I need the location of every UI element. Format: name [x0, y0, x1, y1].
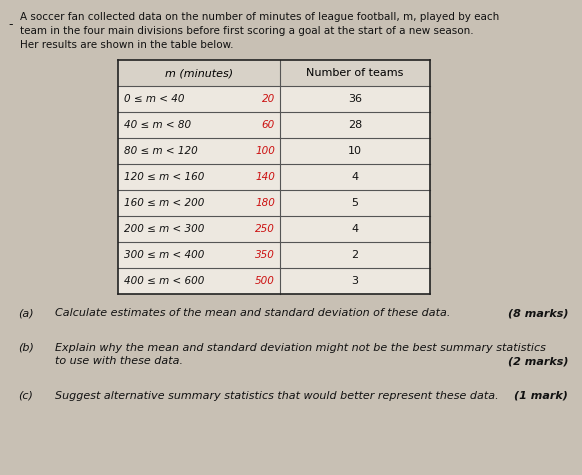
Text: to use with these data.: to use with these data. — [55, 356, 183, 366]
Text: m (minutes): m (minutes) — [165, 68, 233, 78]
Text: 40 ≤ m < 80: 40 ≤ m < 80 — [124, 120, 191, 130]
Text: 350: 350 — [255, 250, 275, 260]
Text: Her results are shown in the table below.: Her results are shown in the table below… — [20, 40, 233, 50]
Text: 200 ≤ m < 300: 200 ≤ m < 300 — [124, 224, 204, 234]
Text: 4: 4 — [352, 172, 359, 182]
Text: A soccer fan collected data on the number of minutes of league football, m, play: A soccer fan collected data on the numbe… — [20, 12, 499, 22]
Text: (a): (a) — [18, 308, 34, 318]
Text: 140: 140 — [255, 172, 275, 182]
Text: (1 mark): (1 mark) — [514, 391, 568, 401]
Text: 4: 4 — [352, 224, 359, 234]
Text: 500: 500 — [255, 276, 275, 286]
Bar — [118, 60, 430, 294]
Text: 36: 36 — [348, 94, 362, 104]
Text: 28: 28 — [348, 120, 362, 130]
Text: 300 ≤ m < 400: 300 ≤ m < 400 — [124, 250, 204, 260]
Text: 250: 250 — [255, 224, 275, 234]
Text: 0 ≤ m < 40: 0 ≤ m < 40 — [124, 94, 184, 104]
Text: 20: 20 — [262, 94, 275, 104]
Text: 120 ≤ m < 160: 120 ≤ m < 160 — [124, 172, 204, 182]
Text: Suggest alternative summary statistics that would better represent these data.: Suggest alternative summary statistics t… — [55, 391, 499, 401]
Text: Explain why the mean and standard deviation might not be the best summary statis: Explain why the mean and standard deviat… — [55, 343, 546, 353]
Text: (2 marks): (2 marks) — [508, 356, 568, 366]
Text: Calculate estimates of the mean and standard deviation of these data.: Calculate estimates of the mean and stan… — [55, 308, 450, 318]
Text: -: - — [8, 18, 12, 31]
Text: 100: 100 — [255, 146, 275, 156]
Text: 3: 3 — [352, 276, 359, 286]
Text: 400 ≤ m < 600: 400 ≤ m < 600 — [124, 276, 204, 286]
Text: (c): (c) — [18, 391, 33, 401]
Text: 60: 60 — [262, 120, 275, 130]
Text: 160 ≤ m < 200: 160 ≤ m < 200 — [124, 198, 204, 208]
Bar — [118, 60, 430, 86]
Text: 10: 10 — [348, 146, 362, 156]
Text: 80 ≤ m < 120: 80 ≤ m < 120 — [124, 146, 198, 156]
Text: Number of teams: Number of teams — [306, 68, 404, 78]
Text: 180: 180 — [255, 198, 275, 208]
Text: team in the four main divisions before first scoring a goal at the start of a ne: team in the four main divisions before f… — [20, 26, 474, 36]
Text: (8 marks): (8 marks) — [508, 308, 568, 318]
Text: (b): (b) — [18, 343, 34, 353]
Text: 5: 5 — [352, 198, 359, 208]
Text: 2: 2 — [352, 250, 359, 260]
